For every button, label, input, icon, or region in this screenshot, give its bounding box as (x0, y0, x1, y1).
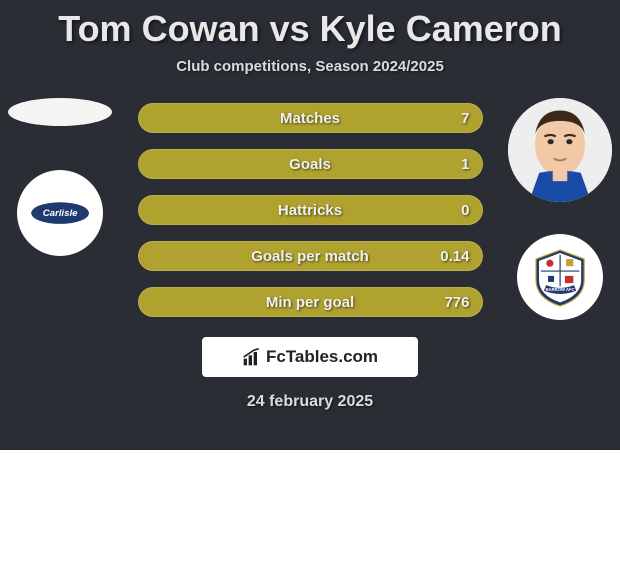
stat-label: Matches (280, 110, 340, 127)
barrow-crest-icon: BARROW AFC (530, 247, 590, 307)
stat-bar-mpg: Min per goal 776 (138, 287, 483, 317)
right-column: BARROW AFC (508, 98, 612, 320)
player1-name: Tom Cowan (58, 8, 259, 49)
chart-icon (242, 347, 262, 367)
subtitle: Club competitions, Season 2024/2025 (0, 58, 620, 75)
player1-photo-placeholder (8, 98, 112, 126)
stat-bars: Matches 7 Goals 1 Hattricks 0 Goals per … (138, 103, 483, 317)
player2-face-icon (508, 98, 612, 202)
carlisle-crest-icon: Carlisle (30, 183, 90, 243)
stat-value: 1 (461, 156, 469, 173)
stat-value: 0.14 (440, 248, 469, 265)
content-area: Carlisle (0, 103, 620, 411)
stat-value: 7 (461, 110, 469, 127)
club1-text: Carlisle (43, 208, 78, 219)
comparison-card: Tom Cowan vs Kyle Cameron Club competiti… (0, 0, 620, 450)
club2-text: BARROW AFC (545, 287, 574, 292)
stat-label: Min per goal (266, 294, 354, 311)
logo-text: FcTables.com (266, 347, 378, 367)
player2-club-badge: BARROW AFC (517, 234, 603, 320)
player2-photo (508, 98, 612, 202)
page-title: Tom Cowan vs Kyle Cameron (0, 0, 620, 50)
stat-label: Goals (289, 156, 331, 173)
stat-bar-matches: Matches 7 (138, 103, 483, 133)
stat-label: Hattricks (278, 202, 342, 219)
stat-value: 776 (444, 294, 469, 311)
left-column: Carlisle (8, 98, 112, 256)
stat-value: 0 (461, 202, 469, 219)
stat-bar-gpm: Goals per match 0.14 (138, 241, 483, 271)
player1-club-badge: Carlisle (17, 170, 103, 256)
date-text: 24 february 2025 (0, 393, 620, 411)
vs-text: vs (270, 8, 310, 49)
source-logo-box: FcTables.com (202, 337, 418, 377)
stat-bar-hattricks: Hattricks 0 (138, 195, 483, 225)
stat-bar-goals: Goals 1 (138, 149, 483, 179)
player2-name: Kyle Cameron (320, 8, 562, 49)
stat-label: Goals per match (251, 248, 369, 265)
